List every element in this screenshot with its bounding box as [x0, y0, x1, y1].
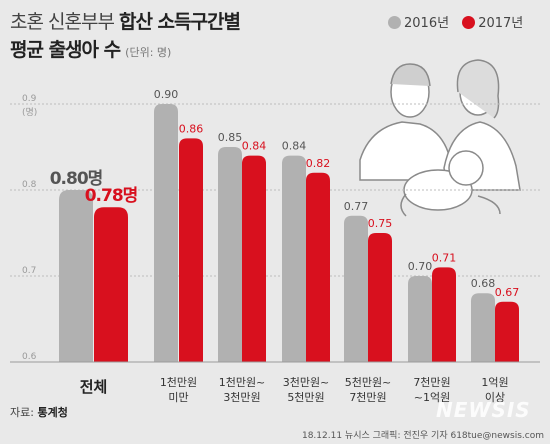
title-unit: (단위: 명) [125, 46, 172, 59]
bar-2017 [495, 301, 519, 362]
legend: 2016년 2017년 [388, 12, 532, 31]
bar-2017 [94, 207, 128, 362]
y-tick-label: 0.9 [22, 94, 37, 104]
value-label-2016: 0.90 [154, 88, 179, 101]
title-line2-bold: 평균 출생아 수 [10, 39, 121, 61]
chart-title: 초혼 신혼부부 합산 소득구간별 평균 출생아 수 (단위: 명) [10, 8, 241, 67]
title-line1-bold: 합산 소득구간별 [118, 11, 241, 33]
legend-label-2017: 2017년 [478, 16, 524, 31]
category-label-line: 3천만원 [223, 390, 260, 404]
category-label-line: 5천만원~ [345, 375, 392, 389]
legend-item-2016: 2016년 [388, 16, 449, 31]
y-tick-label: 0.8 [22, 180, 37, 190]
value-label-2017: 0.82 [306, 157, 331, 170]
value-label-2017: 0.86 [179, 122, 204, 135]
value-label-2017: 0.71 [432, 251, 457, 264]
category-label: 5천만원~ 7천만원 [345, 375, 392, 404]
source-value: 통계청 [37, 406, 68, 419]
category-label-line: 미만 [168, 391, 188, 404]
y-tick-label: 0.6 [22, 352, 37, 362]
bar-2016 [344, 215, 368, 362]
category-label-line: 1억원 [481, 376, 508, 389]
bar-2016 [282, 155, 306, 362]
newsis-watermark: NEWSIS [436, 398, 531, 422]
bar-2016 [154, 104, 178, 362]
value-label-2017: 0.75 [368, 217, 393, 230]
legend-dot-2016 [388, 16, 401, 29]
source-label: 자료: [10, 406, 34, 419]
y-tick-label: 0.7 [22, 266, 36, 276]
legend-item-2017: 2017년 [462, 16, 523, 31]
value-label-2016: 0.77 [344, 200, 369, 213]
category-label-line: 7천만원 [349, 390, 386, 404]
category-label: 7천만원 ~1억원 [413, 375, 450, 404]
category-label: 전체 [80, 378, 108, 396]
title-line1-normal: 초혼 신혼부부 [10, 11, 115, 33]
value-label-2017: 0.84 [242, 140, 267, 153]
bar-2017 [368, 233, 392, 362]
bar-2016 [471, 293, 495, 362]
category-label-line: 3천만원~ [283, 375, 330, 389]
category-label-line: 7천만원 [413, 375, 450, 389]
category-label-line: 1천만원~ [219, 375, 266, 389]
bar-2016 [408, 276, 432, 362]
category-label: 1천만원~ 3천만원 [219, 375, 266, 404]
legend-dot-2017 [462, 16, 476, 29]
y-unit-label: (명) [22, 107, 37, 118]
value-label-2016: 0.85 [218, 131, 243, 144]
source: 자료: 통계청 [10, 404, 68, 420]
category-label-line: 1천만원 [160, 375, 197, 389]
category-label-line: 이상 [485, 391, 505, 404]
bar-2017 [179, 138, 203, 362]
value-label-2017: 0.78명 [85, 186, 138, 206]
legend-label-2016: 2016년 [404, 16, 450, 31]
bar-2017 [432, 267, 456, 362]
value-label-2016: 0.84 [282, 140, 307, 153]
category-label: 3천만원~ 5천만원 [283, 375, 330, 404]
bar-2016 [59, 190, 93, 362]
credit: 18.12.11 뉴시스 그래픽: 전진우 기자 618tue@newsis.c… [301, 431, 544, 441]
value-label-2016: 0.68 [471, 277, 496, 290]
couple-baby-illustration [359, 59, 521, 217]
value-label-2017: 0.67 [495, 286, 520, 299]
bar-2016 [218, 147, 242, 362]
value-label-2016: 0.70 [408, 260, 433, 273]
value-label-2016: 0.80명 [50, 169, 103, 189]
bar-2017 [306, 172, 330, 362]
bar-2017 [242, 155, 266, 362]
category-label-line: 5천만원 [287, 390, 324, 404]
category-label-line: ~1억원 [414, 391, 450, 404]
